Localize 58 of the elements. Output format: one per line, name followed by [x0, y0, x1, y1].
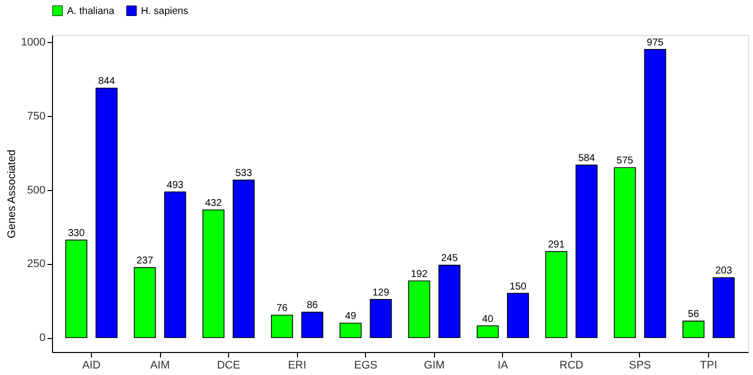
- y-axis-title: Genes Associated: [6, 150, 18, 238]
- data-label: 291: [548, 240, 566, 251]
- x-tick-label: AIM: [150, 360, 170, 372]
- x-tick-label: ERI: [288, 360, 306, 372]
- data-label: 575: [616, 156, 634, 167]
- data-label: 975: [646, 37, 664, 48]
- x-tick-label: AID: [82, 360, 101, 372]
- data-label: 40: [482, 314, 494, 325]
- bar: [644, 49, 666, 338]
- bar: [682, 320, 704, 338]
- bar: [476, 325, 499, 338]
- y-tick-label: 500: [27, 184, 46, 196]
- x-tick-label: IA: [498, 360, 509, 372]
- bar: [438, 264, 460, 338]
- data-label: 330: [68, 228, 86, 240]
- data-label: 584: [578, 152, 596, 164]
- bar: [301, 312, 324, 338]
- bar: [202, 210, 224, 338]
- bar: [576, 164, 598, 338]
- data-label: 237: [136, 256, 154, 267]
- y-tick-label: 1000: [21, 36, 46, 49]
- data-label: 86: [306, 300, 318, 312]
- bar: [96, 88, 118, 338]
- bar: [65, 240, 88, 338]
- bar: [134, 267, 156, 338]
- bar: [614, 167, 636, 338]
- y-tick-label: 0: [39, 332, 46, 344]
- legend-label: A. thaliana: [67, 6, 115, 17]
- data-label: 129: [372, 287, 390, 298]
- bar: [506, 292, 529, 338]
- x-tick-label: GIM: [424, 360, 445, 372]
- x-tick-label: EGS: [354, 360, 378, 372]
- data-label: 203: [715, 266, 732, 277]
- data-label: 533: [235, 168, 252, 180]
- data-label: 192: [410, 268, 428, 280]
- data-label: 150: [510, 281, 527, 292]
- data-label: 844: [98, 76, 116, 88]
- bar: [271, 314, 294, 338]
- x-tick-label: DCE: [216, 360, 240, 372]
- bar: [408, 280, 430, 338]
- bar: [340, 322, 362, 338]
- x-tick-label: TPI: [700, 360, 718, 372]
- bar: [164, 191, 186, 338]
- y-tick-label: 750: [27, 110, 46, 122]
- x-tick-label: RCD: [560, 360, 584, 372]
- data-label: 49: [345, 311, 357, 322]
- data-label: 493: [166, 180, 184, 191]
- bar: [712, 277, 735, 338]
- y-tick-label: 250: [27, 258, 46, 270]
- legend-label: H. sapiens: [141, 6, 188, 17]
- x-tick-label: SPS: [628, 360, 652, 372]
- data-label: 76: [276, 303, 288, 314]
- data-label: 56: [688, 309, 700, 320]
- data-label: 432: [205, 198, 222, 209]
- bar: [232, 180, 255, 338]
- bar: [370, 299, 392, 338]
- bar: [545, 251, 568, 338]
- data-label: 245: [441, 253, 458, 264]
